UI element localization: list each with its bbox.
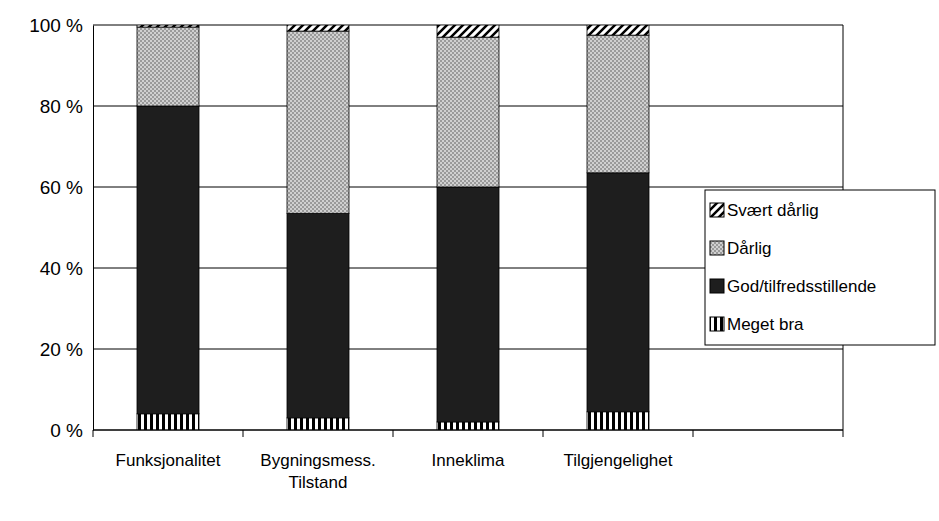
tick-label: 60 % [40, 177, 83, 198]
legend-swatch [710, 241, 724, 255]
bar-segment [137, 27, 199, 106]
bar-segment [587, 35, 649, 173]
bar-segment [137, 106, 199, 414]
legend-label: God/tilfredsstillende [727, 277, 876, 296]
legend-swatch [710, 279, 724, 293]
tick-mark [93, 430, 94, 437]
legend-label: Dårlig [727, 239, 771, 258]
bar-segment [437, 25, 499, 37]
series [137, 106, 649, 422]
legend-swatch [710, 203, 724, 217]
bar-segment [137, 414, 199, 430]
tick-label: 20 % [40, 339, 83, 360]
bar-segment [587, 173, 649, 412]
tick-label: Funksjonalitet [116, 451, 221, 470]
bar-segment [587, 412, 649, 430]
chart: 0 % 20 % 40 % 60 % 80 % 100 % Funksjonalitet By… [0, 0, 939, 521]
x-axis: Funksjonalitet Bygningsmess.Tilstand Innek… [93, 430, 843, 492]
tick: 0 % [50, 420, 93, 441]
tick-mark [693, 430, 694, 437]
bar-segment [287, 25, 349, 31]
bar-segment [437, 422, 499, 430]
axis-line [93, 430, 843, 431]
tick: 20 % [40, 339, 93, 360]
bar-segment [587, 25, 649, 35]
tick-label: 100 % [29, 15, 83, 36]
legend-swatch [710, 317, 724, 331]
series [137, 412, 649, 430]
tick-label: 0 % [50, 420, 83, 441]
tick-label: 40 % [40, 258, 83, 279]
bar-segment [287, 31, 349, 213]
axis-line [93, 26, 94, 431]
tick-mark [543, 430, 544, 437]
y-axis: 0 % 20 % 40 % 60 % 80 % 100 % [29, 15, 93, 441]
legend-label: Svært dårlig [727, 201, 819, 220]
bar-segment [437, 37, 499, 187]
bars [137, 25, 649, 430]
legend-label: Meget bra [727, 315, 804, 334]
tick-label: Tilgjengelighet [564, 451, 673, 470]
grid-line [93, 430, 843, 431]
tick-mark [843, 430, 844, 437]
tick: 80 % [40, 96, 93, 117]
tick-label: 80 % [40, 96, 83, 117]
bar-segment [287, 213, 349, 418]
tick: 60 % [40, 177, 93, 198]
legend-box [705, 190, 935, 345]
tick-mark [243, 430, 244, 437]
tick-mark [393, 430, 394, 437]
tick: 40 % [40, 258, 93, 279]
tick-label: Bygningsmess.Tilstand [260, 451, 375, 492]
legend: Svært dårlig Dårlig God/tilfredsstillende M… [705, 190, 935, 345]
bar-segment [437, 187, 499, 422]
bar-segment [137, 25, 199, 27]
bar-segment [287, 418, 349, 430]
series [137, 25, 649, 37]
tick: 100 % [29, 15, 93, 36]
tick-label: Inneklima [432, 451, 505, 470]
series [137, 27, 649, 213]
